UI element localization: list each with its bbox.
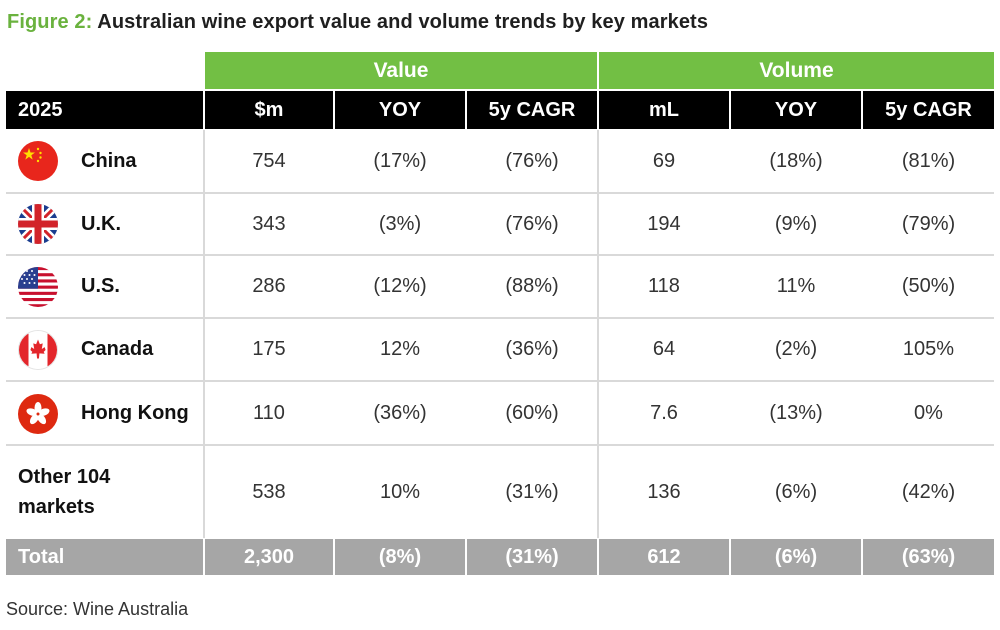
total-value-m: 2,300 xyxy=(205,539,333,575)
value-cagr-cell: (76%) xyxy=(505,149,559,172)
column-divider xyxy=(203,194,205,254)
other-markets-line2: markets xyxy=(18,496,95,518)
value-m-cell: 538 xyxy=(252,480,286,503)
column-divider xyxy=(597,194,599,254)
volume-ml-cell: 7.6 xyxy=(650,401,678,424)
us-flag-icon xyxy=(18,267,58,307)
column-divider xyxy=(203,256,205,317)
value-yoy-cell: 12% xyxy=(379,338,421,360)
volume-cagr-cell: (50%) xyxy=(901,275,956,297)
value-yoy-cell: (17%) xyxy=(373,149,427,172)
volume-ml-cell: 136 xyxy=(647,480,681,503)
total-value-yoy: (8%) xyxy=(335,539,465,575)
volume-group-header: Volume xyxy=(599,52,994,89)
value-yoy-header: YOY xyxy=(335,91,465,129)
volume-cagr-header: 5y CAGR xyxy=(863,91,994,129)
volume-cagr-cell: (79%) xyxy=(901,212,956,235)
other-markets-line1: Other 104 xyxy=(18,466,111,488)
table-row: Hong Kong 110 (36%) (60%) 7.6 (13%) 0% xyxy=(6,382,994,446)
volume-ml-cell: 69 xyxy=(652,149,676,172)
value-cagr-cell: (31%) xyxy=(505,480,559,503)
total-label: Total xyxy=(6,539,203,575)
market-name: U.K. xyxy=(81,212,121,235)
volume-ml-cell: 118 xyxy=(648,275,680,297)
value-cagr-header: 5y CAGR xyxy=(467,91,597,129)
market-name: Hong Kong xyxy=(81,401,189,424)
total-volume-cagr: (63%) xyxy=(863,539,994,575)
uk-flag-icon xyxy=(18,204,58,244)
value-yoy-cell: (3%) xyxy=(378,212,422,235)
value-cagr-cell: (88%) xyxy=(505,275,559,297)
value-cagr-cell: (76%) xyxy=(505,212,559,235)
source-note: Source: Wine Australia xyxy=(6,599,189,619)
total-volume-ml: 612 xyxy=(599,539,729,575)
market-name: Other 104 markets xyxy=(18,446,110,538)
hong-kong-flag-icon xyxy=(18,394,58,434)
value-m-cell: 110 xyxy=(253,401,285,424)
volume-ml-cell: 64 xyxy=(652,338,676,360)
value-m-cell: 343 xyxy=(252,212,286,235)
figure-title-text: Australian wine export value and volume … xyxy=(97,11,709,33)
volume-yoy-header: YOY xyxy=(731,91,861,129)
value-m-header: $m xyxy=(205,91,333,129)
volume-cagr-cell: 0% xyxy=(914,401,943,424)
value-cagr-cell: (36%) xyxy=(505,338,559,360)
column-divider xyxy=(203,446,205,538)
volume-yoy-cell: (2%) xyxy=(774,338,818,360)
market-name: China xyxy=(81,149,137,172)
column-divider xyxy=(203,319,205,380)
value-cagr-cell: (60%) xyxy=(505,401,559,424)
value-group-header: Value xyxy=(205,52,597,89)
value-m-cell: 754 xyxy=(252,149,286,172)
figure-number: Figure 2: xyxy=(7,11,93,33)
table-row: China 754 (17%) (76%) 69 (18%) (81%) xyxy=(6,130,994,194)
table-row: U.K. 343 (3%) (76%) 194 (9%) (79%) xyxy=(6,194,994,256)
total-value-cagr: (31%) xyxy=(467,539,597,575)
china-flag-icon xyxy=(18,141,58,181)
volume-ml-header: mL xyxy=(599,91,729,129)
volume-yoy-cell: (18%) xyxy=(769,149,823,172)
value-yoy-cell: (12%) xyxy=(373,275,427,297)
volume-yoy-cell: (9%) xyxy=(774,212,818,235)
column-divider xyxy=(597,130,599,192)
value-m-cell: 286 xyxy=(252,275,286,297)
volume-ml-cell: 194 xyxy=(647,212,681,235)
volume-cagr-cell: (42%) xyxy=(901,480,956,503)
table-row: Canada 175 12% (36%) 64 (2%) 105% xyxy=(6,319,994,382)
volume-cagr-cell: (81%) xyxy=(901,149,956,172)
market-name: Canada xyxy=(81,338,154,360)
value-yoy-cell: 10% xyxy=(379,480,421,503)
figure-title: Figure 2: Australian wine export value a… xyxy=(7,11,708,34)
volume-yoy-cell: (13%) xyxy=(769,401,823,424)
total-volume-yoy: (6%) xyxy=(731,539,861,575)
column-divider xyxy=(597,446,599,538)
year-header: 2025 xyxy=(6,91,203,129)
column-divider xyxy=(203,382,205,444)
column-divider xyxy=(203,130,205,192)
column-divider xyxy=(597,319,599,380)
column-divider xyxy=(597,256,599,317)
value-yoy-cell: (36%) xyxy=(373,401,427,424)
volume-yoy-cell: 11% xyxy=(776,275,816,297)
table-row: Other 104 markets 538 10% (31%) 136 (6%)… xyxy=(6,446,994,538)
column-divider xyxy=(597,382,599,444)
value-m-cell: 175 xyxy=(252,338,286,360)
canada-flag-icon xyxy=(18,330,58,370)
market-name: U.S. xyxy=(81,275,120,297)
volume-yoy-cell: (6%) xyxy=(774,480,818,503)
table-row: U.S. 286 (12%) (88%) 118 11% (50%) xyxy=(6,256,994,319)
volume-cagr-cell: 105% xyxy=(902,338,955,360)
